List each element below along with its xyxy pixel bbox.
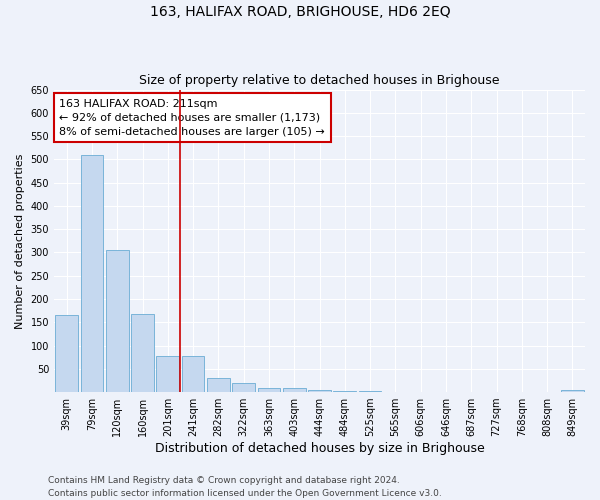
Bar	[55, 316, 78, 392]
Y-axis label: Number of detached properties: Number of detached properties	[15, 153, 25, 328]
Bar	[131, 314, 154, 392]
Bar	[334, 390, 356, 392]
Bar	[182, 356, 205, 392]
Text: 163, HALIFAX ROAD, BRIGHOUSE, HD6 2EQ: 163, HALIFAX ROAD, BRIGHOUSE, HD6 2EQ	[149, 5, 451, 19]
Bar	[561, 390, 584, 392]
Bar	[157, 356, 179, 392]
Text: Contains HM Land Registry data © Crown copyright and database right 2024.
Contai: Contains HM Land Registry data © Crown c…	[48, 476, 442, 498]
Bar	[308, 390, 331, 392]
Bar	[283, 388, 305, 392]
X-axis label: Distribution of detached houses by size in Brighouse: Distribution of detached houses by size …	[155, 442, 484, 455]
Bar	[359, 390, 382, 392]
Bar	[106, 250, 128, 392]
Bar	[257, 388, 280, 392]
Text: 163 HALIFAX ROAD: 211sqm
← 92% of detached houses are smaller (1,173)
8% of semi: 163 HALIFAX ROAD: 211sqm ← 92% of detach…	[59, 98, 325, 136]
Bar	[207, 378, 230, 392]
Title: Size of property relative to detached houses in Brighouse: Size of property relative to detached ho…	[139, 74, 500, 87]
Bar	[80, 154, 103, 392]
Bar	[232, 383, 255, 392]
